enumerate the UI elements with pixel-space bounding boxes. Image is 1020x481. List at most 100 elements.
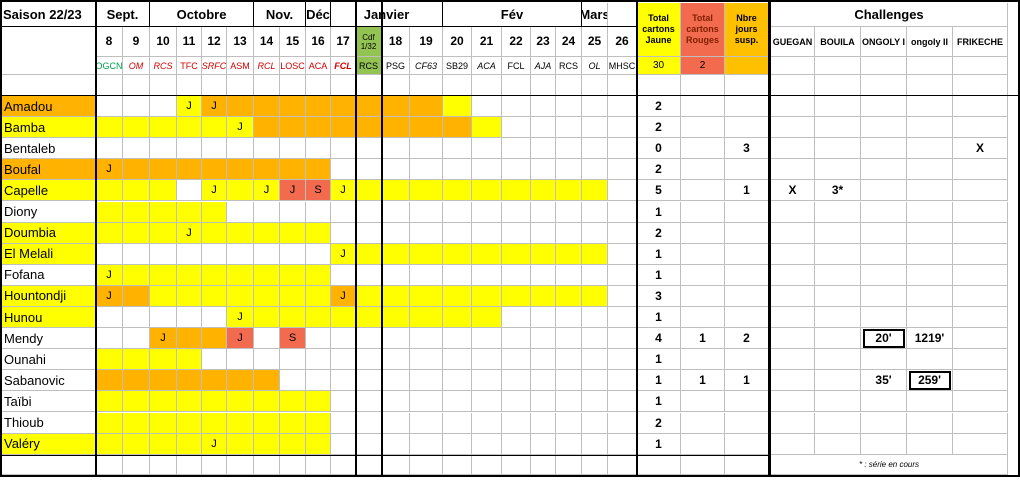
match-cell — [254, 138, 280, 160]
total-red-value — [681, 307, 725, 329]
match-cell — [608, 328, 637, 350]
match-cell — [531, 243, 556, 265]
match-cell — [202, 159, 227, 181]
challenge-value — [771, 222, 815, 244]
match-cell — [254, 307, 280, 329]
opponent-label: FCL — [331, 57, 356, 75]
match-cell — [531, 285, 556, 307]
footer-blank — [150, 454, 177, 475]
match-cell — [96, 201, 123, 223]
match-cell — [331, 307, 356, 329]
match-cell — [531, 264, 556, 286]
challenge-value — [907, 391, 953, 413]
match-cell — [443, 138, 472, 160]
total-susp-value — [725, 307, 769, 329]
match-cell — [123, 349, 150, 371]
challenge-value: 259' — [907, 370, 953, 392]
matchday-number: 14 — [254, 27, 280, 57]
month-header: Déc — [306, 3, 331, 27]
challenge-value — [815, 264, 861, 286]
player-name: Doumbia — [0, 222, 96, 244]
opponent-label: ACA — [472, 57, 502, 75]
match-cell — [502, 264, 531, 286]
match-cell — [608, 391, 637, 413]
challenge-value — [771, 412, 815, 434]
match-cell — [556, 285, 582, 307]
match-cell — [227, 243, 254, 265]
total-red-value — [681, 243, 725, 265]
match-cell — [472, 264, 502, 286]
challenge-value — [953, 96, 1008, 118]
match-cell — [280, 349, 306, 371]
challenge-value — [771, 433, 815, 455]
match-cell — [382, 370, 410, 392]
total-red-value — [681, 117, 725, 139]
challenge-value — [861, 285, 907, 307]
match-cell — [150, 201, 177, 223]
total-red-header: Total cartons Rouges — [681, 3, 725, 57]
match-cell — [556, 433, 582, 455]
challenge-value — [861, 159, 907, 181]
spacer-cell — [123, 75, 150, 96]
match-cell — [202, 391, 227, 413]
match-cell — [280, 285, 306, 307]
challenge-value — [815, 370, 861, 392]
match-cell — [177, 201, 202, 223]
match-cell — [227, 138, 254, 160]
challenge-value — [815, 243, 861, 265]
match-cell — [202, 307, 227, 329]
challenge-value — [907, 159, 953, 181]
match-cell — [254, 285, 280, 307]
challenge-value — [815, 159, 861, 181]
spacer-cell — [637, 75, 681, 96]
challenge-value: 20' — [861, 328, 907, 350]
challenge-value — [907, 349, 953, 371]
match-cell — [177, 117, 202, 139]
total-red-value — [681, 264, 725, 286]
match-cell — [443, 117, 472, 139]
match-cell — [123, 117, 150, 139]
match-cell — [123, 370, 150, 392]
match-cell — [443, 307, 472, 329]
total-red-value — [681, 412, 725, 434]
match-cell — [582, 328, 608, 350]
match-cell — [382, 96, 410, 118]
grid-border — [355, 0, 357, 475]
match-cell — [96, 391, 123, 413]
match-cell — [531, 180, 556, 202]
match-cell — [123, 264, 150, 286]
spacer-cell — [815, 75, 861, 96]
match-cell — [96, 96, 123, 118]
match-cell — [531, 96, 556, 118]
match-cell — [254, 201, 280, 223]
total-red-value — [681, 433, 725, 455]
opponent-label: RCS — [556, 57, 582, 75]
matchday-number: 16 — [306, 27, 331, 57]
card-mark: J — [202, 180, 227, 202]
player-name: Sabanovic — [0, 370, 96, 392]
challenge-value: X — [953, 138, 1008, 160]
match-cell — [280, 243, 306, 265]
match-cell — [382, 180, 410, 202]
match-cell — [331, 349, 356, 371]
match-cell — [96, 117, 123, 139]
match-cell — [227, 391, 254, 413]
match-cell — [150, 285, 177, 307]
match-cell — [582, 412, 608, 434]
challenge-value: X — [771, 180, 815, 202]
match-cell — [331, 412, 356, 434]
match-cell — [227, 264, 254, 286]
challenge-value — [771, 285, 815, 307]
match-cell — [177, 264, 202, 286]
challenge-value — [953, 307, 1008, 329]
player-name: Hountondji — [0, 285, 96, 307]
highlight-box — [863, 329, 905, 349]
card-mark: J — [227, 117, 254, 139]
opponent-label: OM — [123, 57, 150, 75]
match-cell — [254, 243, 280, 265]
challenge-value — [953, 243, 1008, 265]
match-cell — [410, 391, 443, 413]
match-cell — [202, 138, 227, 160]
challenge-value — [815, 138, 861, 160]
